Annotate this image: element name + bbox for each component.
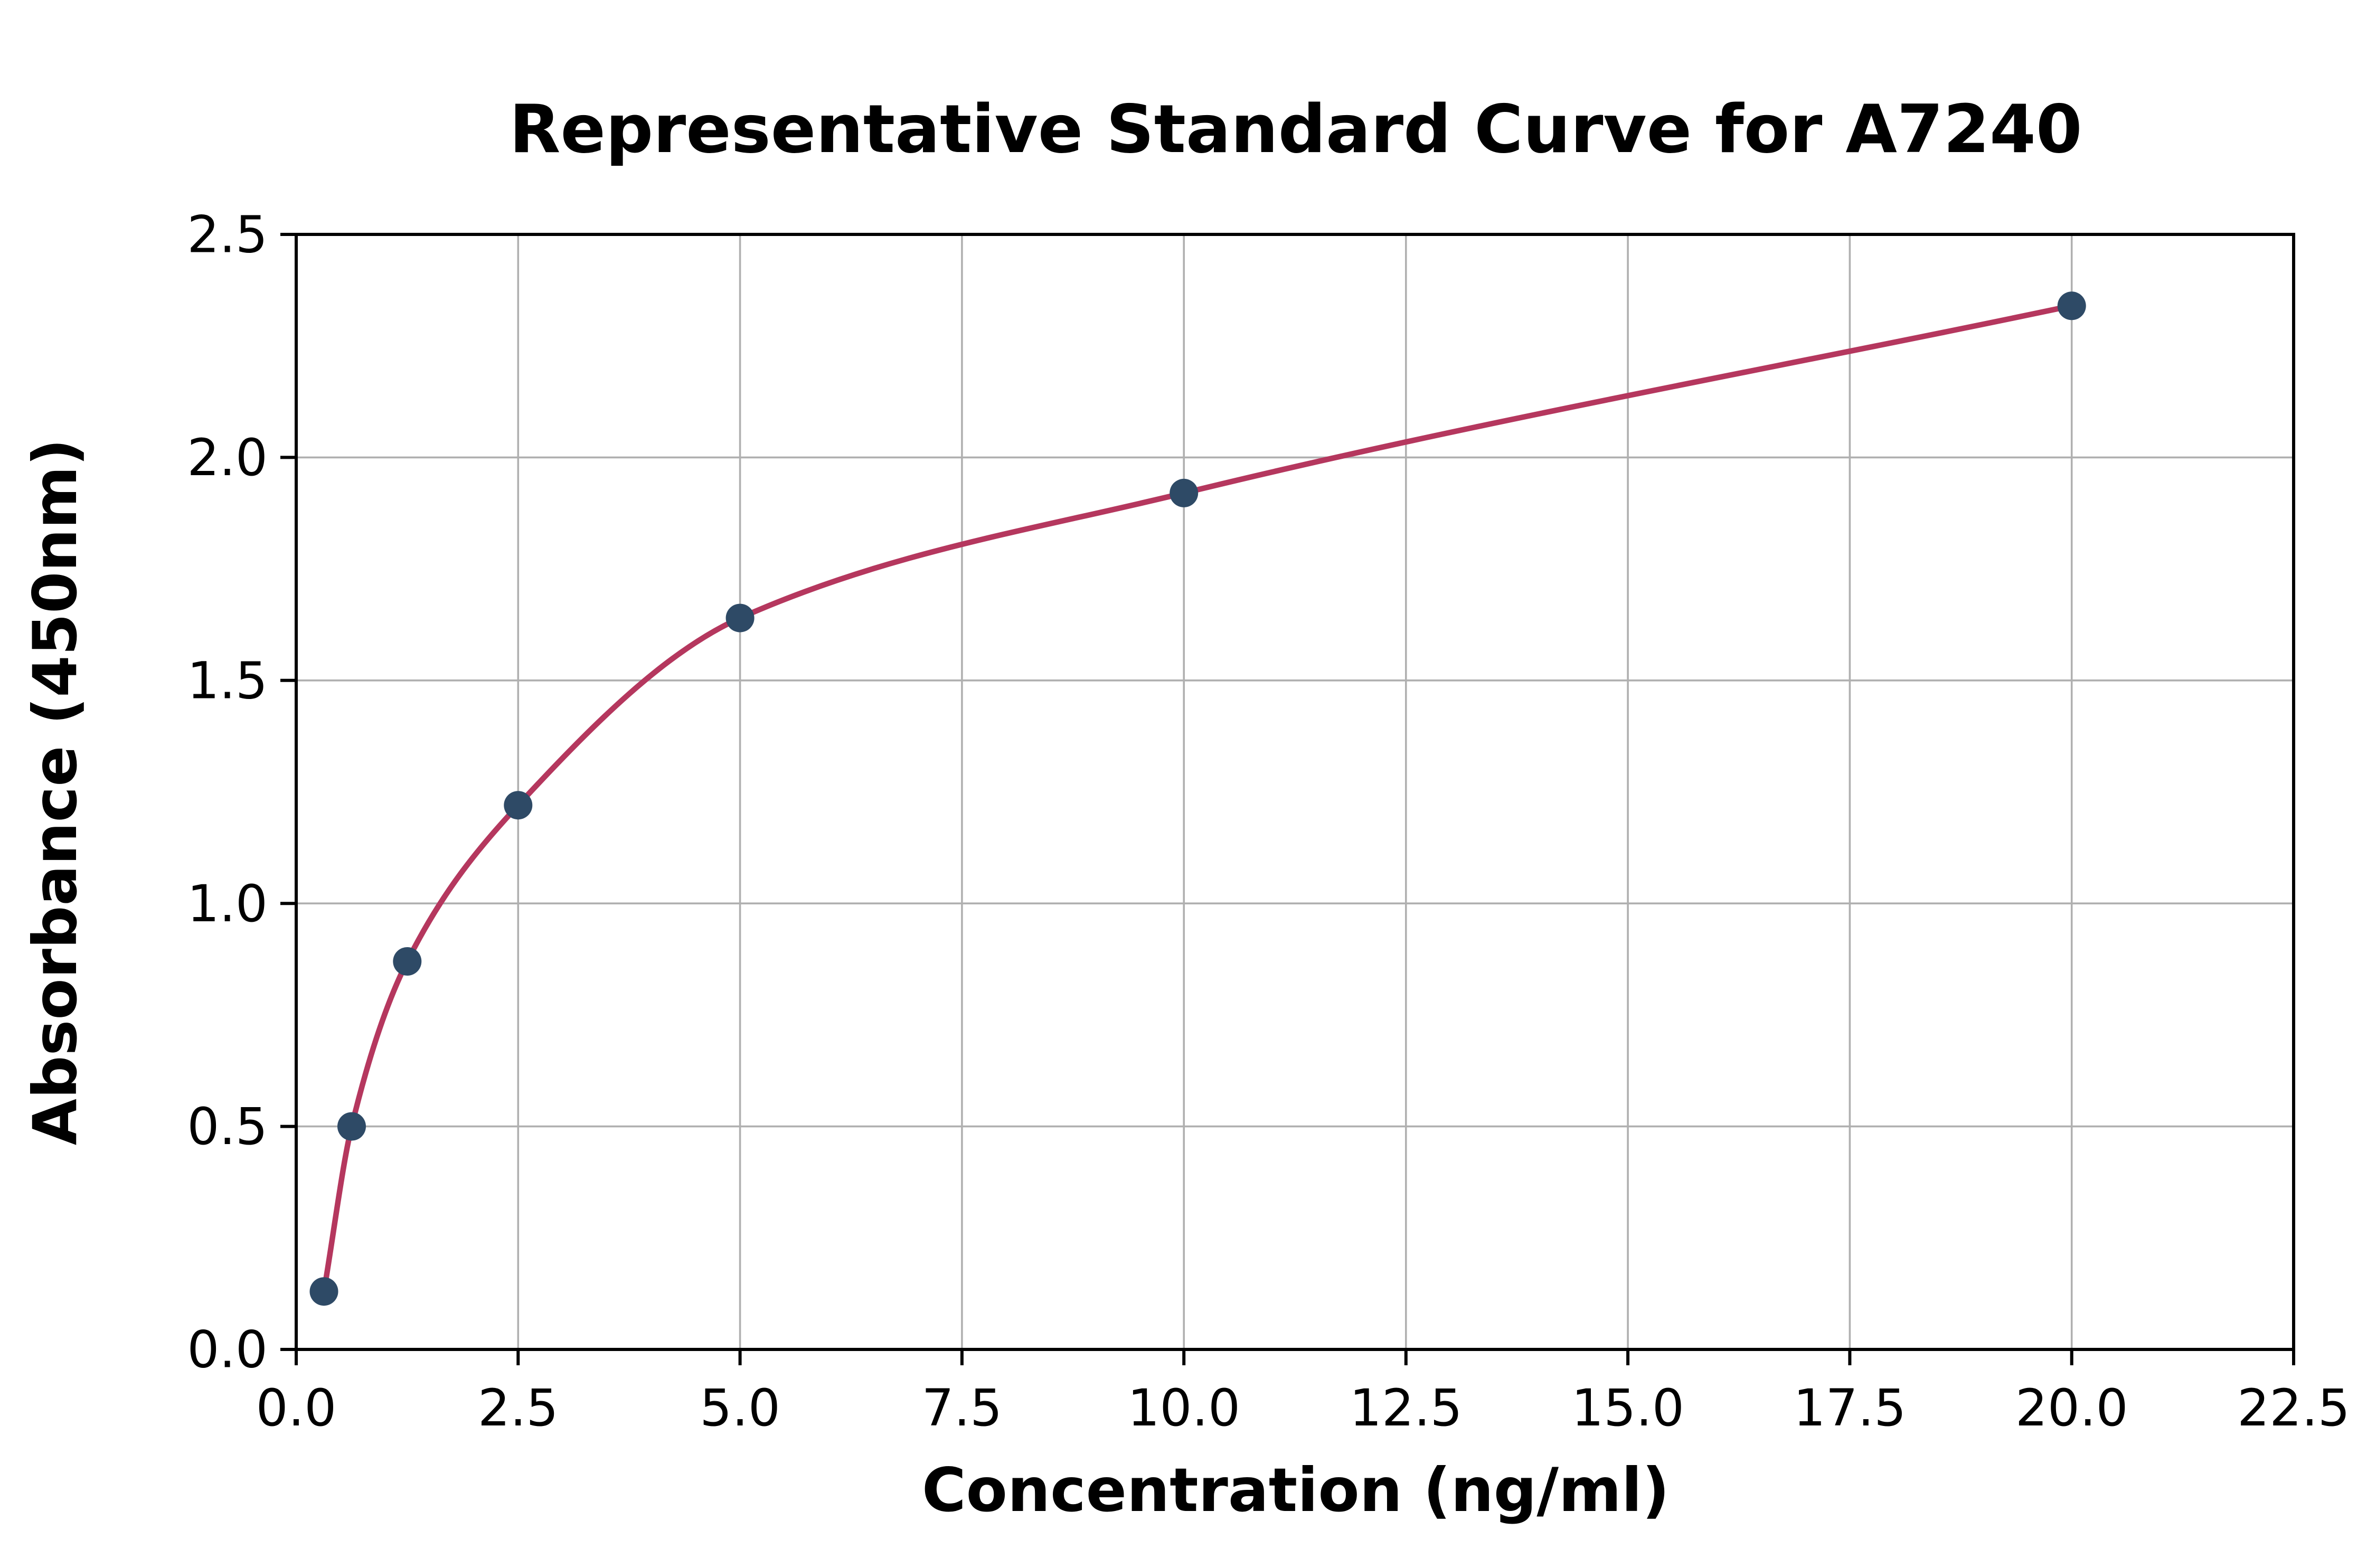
fit-curve — [321, 303, 2075, 1295]
x-tick-label: 0.0 — [256, 1378, 337, 1438]
axis-ticks: 0.0 2.5 5.0 7.5 10.0 12.5 15.0 17.5 20.0 22.5 0.0 0… — [187, 205, 2350, 1438]
x-tick-label: 10.0 — [1127, 1378, 1240, 1438]
chart-title: Representative Standard Curve for A7240 — [509, 90, 2082, 168]
y-tick-label: 2.5 — [187, 205, 268, 265]
y-tick-label: 0.5 — [187, 1097, 268, 1156]
plot-border — [295, 233, 2295, 1351]
y-tick-label: 1.5 — [187, 651, 268, 710]
data-point — [309, 1277, 338, 1306]
x-tick-label: 5.0 — [700, 1378, 780, 1438]
grid-lines — [295, 233, 2295, 1350]
data-point — [337, 1112, 366, 1141]
x-tick-label: 12.5 — [1350, 1378, 1463, 1438]
data-points — [309, 291, 2086, 1306]
y-tick-label: 0.0 — [187, 1320, 268, 1380]
data-point — [504, 791, 533, 820]
x-tick-label: 15.0 — [1571, 1378, 1684, 1438]
data-point — [2057, 291, 2086, 320]
x-tick-label: 22.5 — [2237, 1378, 2350, 1438]
x-tick-label: 2.5 — [478, 1378, 559, 1438]
y-tick-label: 1.0 — [187, 874, 268, 933]
x-tick-label: 20.0 — [2015, 1378, 2128, 1438]
x-tick-label: 7.5 — [922, 1378, 1003, 1438]
x-tick-label: 17.5 — [1794, 1378, 1907, 1438]
y-axis-label: Absorbance (450nm) — [20, 439, 90, 1146]
x-axis-label: Concentration (ng/ml) — [922, 1455, 1670, 1525]
data-point — [393, 947, 422, 976]
data-point — [1170, 478, 1199, 507]
y-tick-label: 2.0 — [187, 428, 268, 487]
data-point — [725, 603, 755, 632]
